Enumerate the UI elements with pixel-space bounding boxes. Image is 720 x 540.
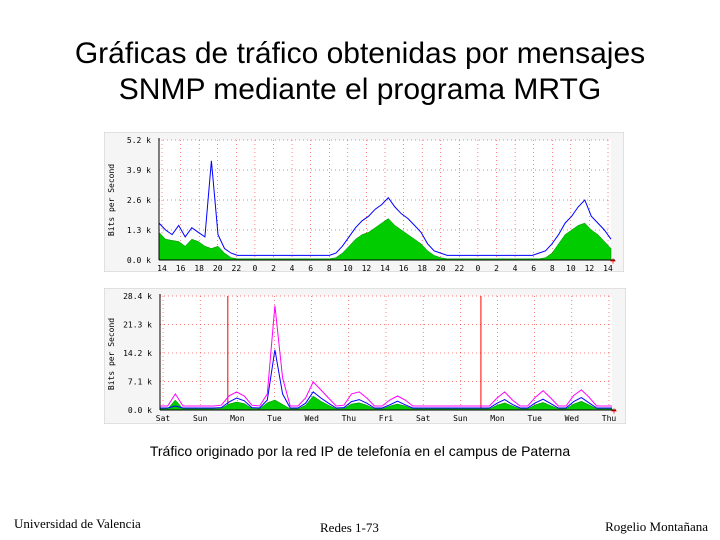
series-out-line (160, 349, 612, 409)
y-tick-label: 0.0 k (128, 406, 152, 415)
x-tick-label: 22 (232, 264, 242, 272)
x-tick-label: Wed (565, 414, 580, 423)
x-tick-label: 6 (308, 264, 313, 272)
y-tick-label: 28.4 k (123, 292, 152, 301)
x-tick-label: Thu (602, 414, 617, 423)
weekly-traffic-chart: 0.0 k 7.1 k 14.2 k 21.3 k 28.4 k Sat Sun Mon Tue… (104, 288, 626, 424)
x-tick-label: 14 (157, 264, 167, 272)
x-tick-label: 4 (290, 264, 295, 272)
x-tick-label: 12 (362, 264, 372, 272)
x-tick-label: Tue (267, 414, 282, 423)
x-tick-label: 8 (550, 264, 555, 272)
y-axis-label: Bits per Second (107, 164, 116, 236)
x-tick-label: Fri (379, 414, 394, 423)
series-in-area (158, 218, 612, 261)
x-tick-label: 4 (513, 264, 518, 272)
footer-institution: Universidad de Valencia (14, 516, 141, 531)
x-tick-label: Tue (527, 414, 542, 423)
x-tick-label: 20 (213, 264, 223, 272)
y-tick-label: 7.1 k (128, 378, 152, 387)
y-tick-label: 3.9 k (127, 166, 151, 175)
title-line-1: Gráficas de tráfico obtenidas por mensaj… (74, 37, 646, 70)
x-tick-label: Sat (156, 414, 171, 423)
series-out-line (158, 160, 612, 256)
x-tick-label: 18 (194, 264, 204, 272)
x-tick-label: Thu (342, 414, 357, 423)
x-tick-label: 16 (399, 264, 409, 272)
x-tick-label: Sat (416, 414, 431, 423)
x-tick-label: Sun (193, 414, 208, 423)
x-tick-label: Mon (230, 414, 245, 423)
x-tick-label: 14 (380, 264, 390, 272)
x-tick-label: 0 (253, 264, 258, 272)
x-tick-label: Mon (490, 414, 505, 423)
y-axis-label: Bits per Second (107, 318, 116, 390)
x-tick-label: Sun (453, 414, 468, 423)
footer-author: Rogelio Montañana (605, 519, 708, 534)
x-tick-label: 20 (436, 264, 446, 272)
title-line-2: SNMP mediante el programa MRTG (118, 73, 602, 106)
x-tick-label: 16 (176, 264, 186, 272)
series-peak-line (160, 305, 612, 407)
x-tick-label: 2 (271, 264, 276, 272)
figure-caption: Tráfico originado por la red IP de telef… (149, 443, 571, 459)
x-tick-label: 8 (327, 264, 332, 272)
y-tick-label: 1.3 k (127, 226, 151, 235)
y-tick-label: 0.0 k (127, 256, 151, 265)
series-in-area (159, 395, 613, 411)
x-tick-label: 10 (566, 264, 576, 272)
x-tick-label: Wed (304, 414, 319, 423)
footer-slide-number: Redes 1-73 (320, 520, 379, 535)
y-tick-label: 21.3 k (123, 321, 152, 330)
daily-traffic-chart: 0.0 k1.3 k2.6 k3.9 k5.2 k14 16 18 20 22 0 2 4 6 8… (104, 132, 624, 272)
axis-end-marker: + (610, 256, 616, 267)
y-tick-label: 2.6 k (127, 196, 151, 205)
y-tick-label: 14.2 k (123, 349, 152, 358)
slide-title: Gráficas de tráfico obtenidas por mensaj… (0, 36, 720, 108)
x-tick-label: 22 (455, 264, 465, 272)
x-tick-label: 10 (343, 264, 353, 272)
x-tick-label: 12 (585, 264, 595, 272)
axis-end-marker: + (611, 406, 617, 417)
x-tick-label: 0 (476, 264, 481, 272)
y-tick-label: 5.2 k (127, 136, 151, 145)
x-tick-label: 14 (603, 264, 613, 272)
x-tick-label: 2 (494, 264, 499, 272)
x-tick-label: 18 (417, 264, 427, 272)
x-tick-label: 6 (531, 264, 536, 272)
